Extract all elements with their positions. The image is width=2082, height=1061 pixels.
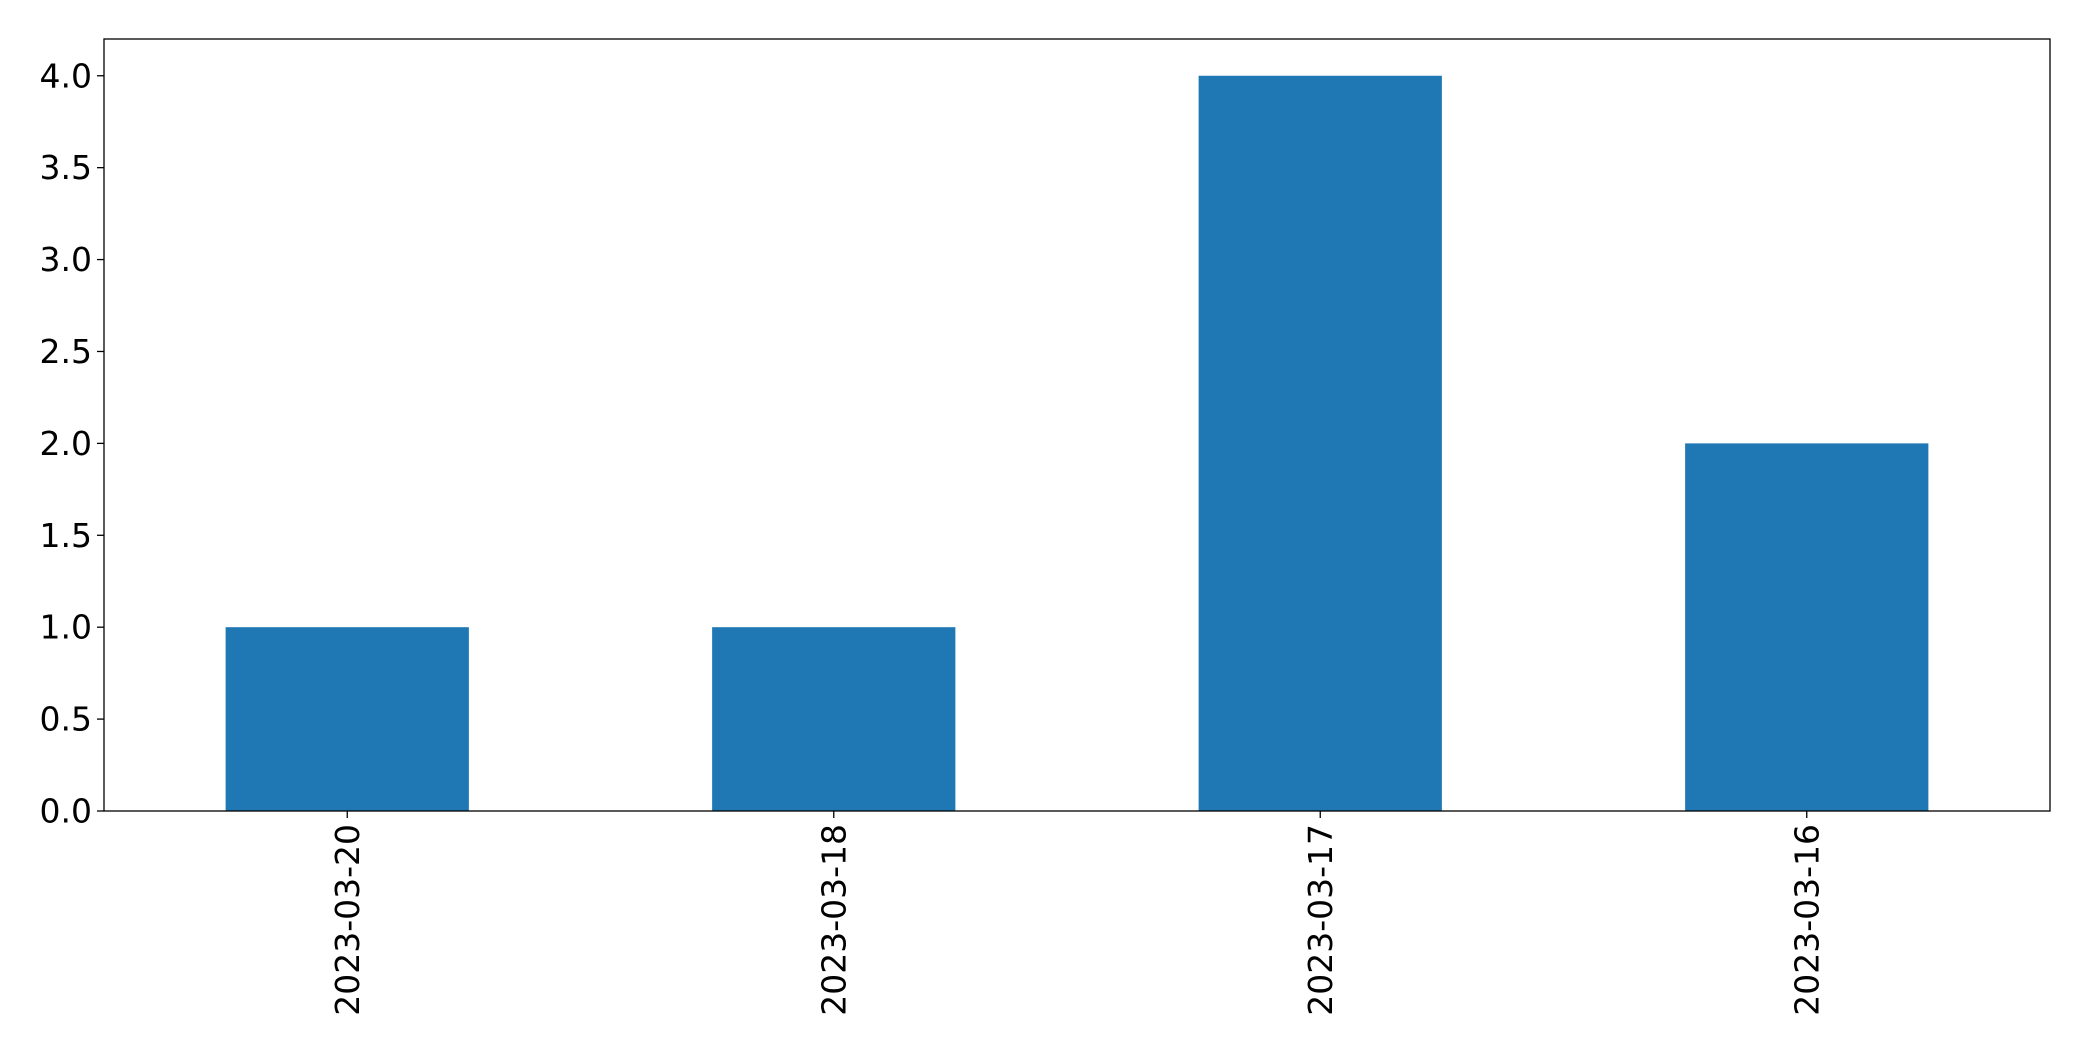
x-tick-label: 2023-03-20 <box>328 824 367 1016</box>
bar-2023-03-18 <box>712 627 956 811</box>
y-tick-label: 2.0 <box>40 424 92 463</box>
y-tick-label: 1.5 <box>40 516 92 555</box>
y-tick-label: 2.5 <box>40 332 92 371</box>
y-tick-label: 4.0 <box>40 56 92 95</box>
plot-frame <box>103 38 2051 812</box>
y-tick-label: 0.5 <box>40 700 92 739</box>
x-tick-label: 2023-03-16 <box>1787 824 1826 1016</box>
bar-2023-03-20 <box>225 627 469 811</box>
bar-2023-03-17 <box>1198 75 1442 811</box>
y-tick-label: 3.0 <box>40 240 92 279</box>
x-axis: 2023-03-20 2023-03-18 2023-03-17 2023-03-16 <box>328 811 1826 1016</box>
x-tick-label: 2023-03-17 <box>1301 824 1340 1016</box>
y-tick-label: 3.5 <box>40 148 92 187</box>
y-tick-label: 1.0 <box>40 608 92 647</box>
bar-group <box>225 75 1929 811</box>
y-axis: 0.0 0.5 1.0 1.5 2.0 2.5 3.0 3.5 4.0 <box>40 56 104 831</box>
x-tick-label: 2023-03-18 <box>814 824 853 1016</box>
bar-2023-03-16 <box>1685 443 1929 811</box>
y-tick-label: 0.0 <box>40 792 92 831</box>
